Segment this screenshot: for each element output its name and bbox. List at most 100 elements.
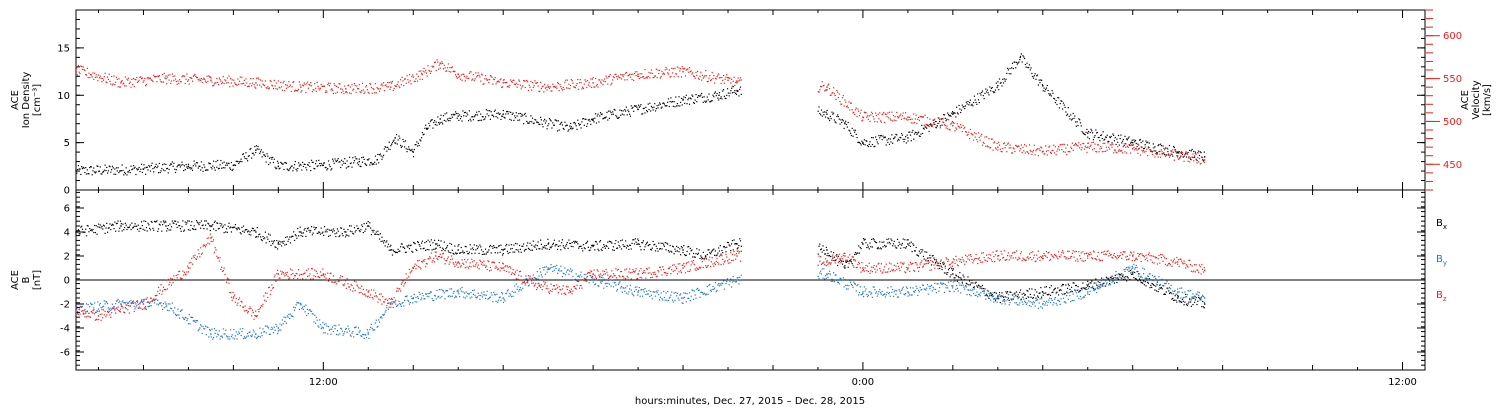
data-point xyxy=(500,118,502,121)
data-point xyxy=(505,113,507,115)
data-point xyxy=(132,78,135,80)
data-point xyxy=(900,247,902,249)
data-point xyxy=(701,74,704,76)
data-point xyxy=(567,269,569,271)
data-point xyxy=(715,255,717,257)
data-point xyxy=(544,118,546,121)
data-point xyxy=(97,301,99,303)
data-point xyxy=(1083,148,1086,150)
data-point xyxy=(526,120,528,122)
data-point xyxy=(373,163,375,165)
data-point xyxy=(88,72,90,74)
data-point xyxy=(845,261,848,264)
data-point xyxy=(273,326,275,328)
data-point xyxy=(685,69,687,71)
data-point xyxy=(283,316,285,318)
data-point xyxy=(251,82,254,84)
data-point xyxy=(939,267,941,269)
data-point xyxy=(663,245,666,247)
data-point xyxy=(1054,146,1056,148)
data-point xyxy=(98,170,101,172)
data-point xyxy=(632,106,634,108)
data-point xyxy=(679,248,681,250)
data-point xyxy=(91,230,93,232)
data-point xyxy=(1001,85,1003,87)
data-point xyxy=(124,76,126,78)
data-point xyxy=(328,164,330,166)
data-point xyxy=(1175,299,1177,301)
data-point xyxy=(505,82,507,84)
data-point xyxy=(857,252,859,254)
data-point xyxy=(196,220,198,222)
data-point xyxy=(1132,267,1134,269)
data-point xyxy=(208,162,210,164)
data-point xyxy=(578,245,581,248)
data-point xyxy=(580,82,582,84)
data-point xyxy=(403,305,405,307)
data-point xyxy=(985,294,987,296)
data-point xyxy=(446,245,449,247)
data-point xyxy=(395,85,398,87)
data-point xyxy=(114,168,116,170)
data-point xyxy=(234,164,236,166)
data-point xyxy=(1047,89,1049,92)
data-point xyxy=(1182,155,1184,158)
data-point xyxy=(609,74,611,76)
data-point xyxy=(132,83,134,86)
data-point xyxy=(594,284,596,286)
data-point xyxy=(224,167,226,169)
data-point xyxy=(362,231,364,234)
data-point xyxy=(896,140,899,142)
data-point xyxy=(1082,282,1084,284)
data-point xyxy=(385,84,387,86)
data-point xyxy=(912,129,914,132)
data-point xyxy=(845,123,848,126)
data-point xyxy=(250,234,252,236)
data-point xyxy=(691,94,693,96)
data-point xyxy=(185,163,187,166)
data-point xyxy=(662,102,664,104)
data-point xyxy=(591,277,593,279)
data-point xyxy=(678,96,680,98)
data-point xyxy=(1046,154,1048,156)
data-point xyxy=(298,308,300,311)
data-point xyxy=(149,77,152,79)
data-point xyxy=(895,133,897,136)
data-point xyxy=(277,162,279,164)
data-point xyxy=(695,71,697,73)
data-point xyxy=(286,84,288,86)
data-point xyxy=(1006,292,1008,294)
data-point xyxy=(358,331,360,333)
data-point xyxy=(286,236,288,238)
data-point xyxy=(251,335,253,338)
data-point xyxy=(259,79,262,81)
data-point xyxy=(247,335,250,337)
data-point xyxy=(547,243,549,245)
data-point xyxy=(875,242,878,244)
data-point xyxy=(1042,90,1044,92)
data-point xyxy=(157,172,160,174)
data-point xyxy=(573,121,576,124)
data-point xyxy=(462,73,464,75)
data-point xyxy=(244,337,246,339)
data-point xyxy=(1080,287,1082,290)
data-point xyxy=(396,83,398,86)
data-point xyxy=(359,165,361,167)
data-point xyxy=(871,136,873,139)
data-point xyxy=(1119,273,1121,275)
data-point xyxy=(826,86,828,88)
data-point xyxy=(640,289,642,291)
data-point xyxy=(446,118,449,120)
data-point xyxy=(166,167,169,169)
data-point xyxy=(598,285,600,287)
data-point xyxy=(1145,140,1147,142)
data-point xyxy=(461,251,463,254)
data-point xyxy=(1061,285,1063,287)
data-point xyxy=(984,288,986,290)
data-point xyxy=(272,156,274,158)
data-point xyxy=(378,319,380,321)
data-point xyxy=(854,129,857,131)
data-point xyxy=(1010,73,1012,75)
data-point xyxy=(882,113,884,115)
data-point xyxy=(1203,159,1206,161)
